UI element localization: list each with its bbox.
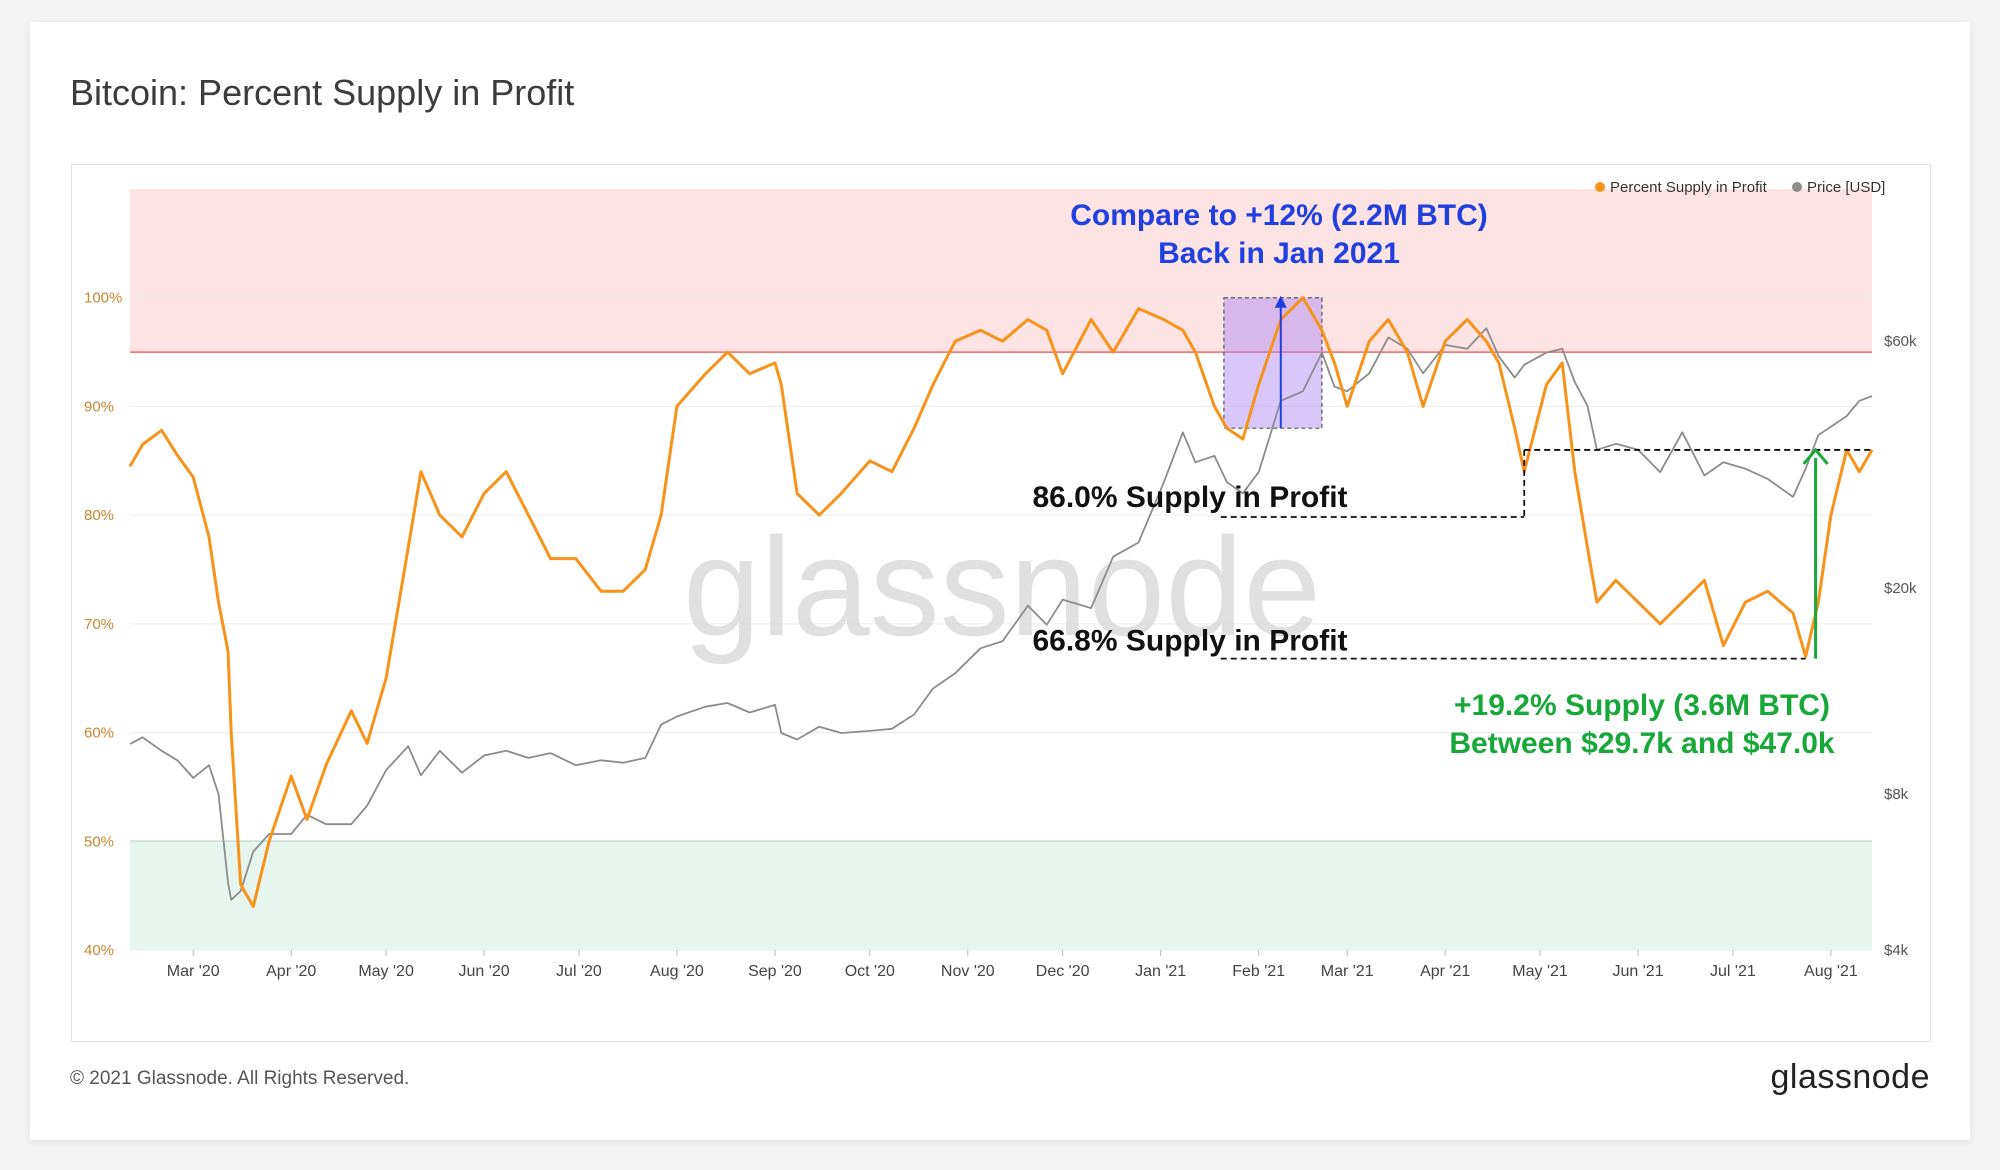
annotation-compare-line: Compare to +12% (2.2M BTC): [1070, 199, 1488, 232]
annotation-low-text: 66.8% Supply in Profit: [1032, 625, 1347, 658]
x-tick-label: May '20: [358, 963, 414, 980]
x-tick-label: Sep '20: [748, 963, 802, 980]
chart-svg: glassnode Compare to +12% (2.2M BTC) Back…: [84, 179, 1917, 980]
legend-swatch: [1595, 182, 1605, 192]
y-right-tick-label: $20k: [1884, 580, 1917, 597]
x-tick-label: Jan '21: [1135, 963, 1186, 980]
band-0: [130, 189, 1872, 353]
y-left-tick-label: 40%: [84, 942, 114, 959]
y-right-tick-label: $60k: [1884, 333, 1917, 350]
y-right-tick-label: $4k: [1884, 942, 1909, 959]
x-tick-label: Oct '20: [845, 963, 895, 980]
watermark-text: glassnode: [683, 508, 1321, 665]
y-left-tick-label: 80%: [84, 507, 114, 524]
highlight-box: [1223, 297, 1323, 429]
x-tick-label: Mar '20: [167, 963, 220, 980]
copyright-text: © 2021 Glassnode. All Rights Reserved.: [70, 1068, 410, 1089]
x-tick-label: Jun '20: [459, 963, 510, 980]
x-axis: Mar '20 Apr '20 May '20 Jun '20 Jul '20 Aug '…: [167, 950, 1858, 980]
y-left-tick-label: 60%: [84, 725, 114, 742]
x-tick-label: May '21: [1512, 963, 1568, 980]
x-tick-label: Dec '20: [1036, 963, 1090, 980]
brand-logo[interactable]: glassnode: [1770, 1058, 1930, 1096]
x-tick-label: Nov '20: [941, 963, 995, 980]
y-left-tick-label: 90%: [84, 398, 114, 415]
chart-area: glassnode Compare to +12% (2.2M BTC) Back…: [71, 164, 1931, 1042]
green-arrow-head: [1802, 447, 1829, 465]
annotation-gain-line: +19.2% Supply (3.6M BTC): [1454, 689, 1830, 722]
page-title: Bitcoin: Percent Supply in Profit: [70, 72, 575, 113]
x-tick-label: Apr '21: [1420, 963, 1470, 980]
x-tick-label: Feb '21: [1232, 963, 1285, 980]
jan-2021-highlight-rect: [1223, 297, 1323, 429]
annotation-compare-line: Back in Jan 2021: [1158, 237, 1400, 270]
chart-card: Bitcoin: Percent Supply in Profit glassn…: [30, 22, 1970, 1140]
annotation-high-text: 86.0% Supply in Profit: [1032, 481, 1347, 514]
legend-label: Price [USD]: [1807, 179, 1885, 196]
supply-series: [128, 296, 1874, 908]
y-left-tick-label: 70%: [84, 616, 114, 633]
x-tick-label: Jul '20: [556, 963, 602, 980]
x-tick-label: Apr '20: [266, 963, 316, 980]
blue-arrow-head: [1274, 295, 1287, 308]
x-tick-label: Aug '20: [650, 963, 704, 980]
annotations: Compare to +12% (2.2M BTC) Back in Jan 20…: [1032, 199, 1872, 760]
legend[interactable]: Percent Supply in Profit Price [USD]: [1595, 179, 1885, 196]
series-line-price: [129, 327, 1873, 901]
x-tick-label: Aug '21: [1804, 963, 1858, 980]
y-left-tick-label: 100%: [84, 290, 122, 307]
y-axis-left: 40% 50% 60% 70% 80% 90% 100%: [84, 290, 122, 959]
band-1: [130, 841, 1872, 950]
x-tick-label: Jul '21: [1710, 963, 1756, 980]
series-line-supply: [128, 296, 1874, 908]
x-tick-label: Jun '21: [1613, 963, 1664, 980]
y-axis-right: $4k $8k $20k $60k: [1884, 333, 1917, 959]
legend-swatch: [1792, 182, 1802, 192]
threshold-bands: [130, 189, 1872, 950]
price-series: [129, 327, 1873, 901]
legend-label: Percent Supply in Profit: [1610, 179, 1768, 196]
y-left-tick-label: 50%: [84, 833, 114, 850]
x-tick-label: Mar '21: [1321, 963, 1374, 980]
annotation-gain-line: Between $29.7k and $47.0k: [1449, 727, 1835, 760]
y-right-tick-label: $8k: [1884, 786, 1909, 803]
